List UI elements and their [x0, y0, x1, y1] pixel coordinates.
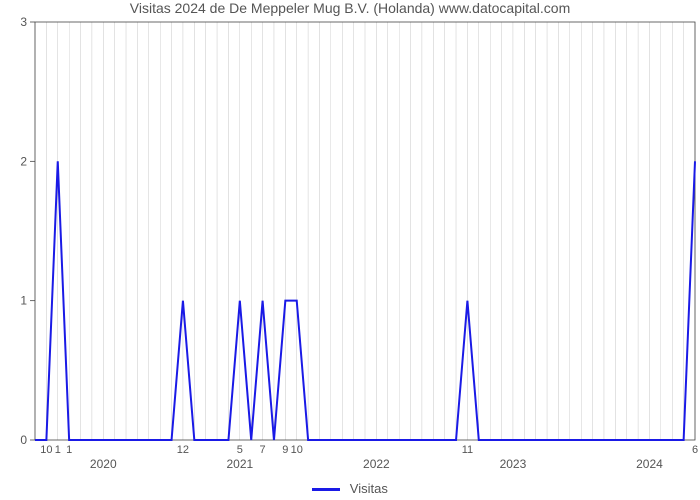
x-year-label: 2023	[500, 457, 527, 471]
chart-title: Visitas 2024 de De Meppeler Mug B.V. (Ho…	[0, 0, 700, 16]
x-point-label: 10	[291, 444, 303, 456]
x-point-label: 1	[66, 444, 72, 456]
x-point-label: 7	[260, 444, 266, 456]
x-year-label: 2020	[90, 457, 117, 471]
visits-line-chart: Visitas 2024 de De Meppeler Mug B.V. (Ho…	[0, 0, 700, 500]
y-tick-label: 0	[20, 433, 27, 447]
legend-label: Visitas	[350, 481, 388, 496]
x-point-label: 6	[692, 444, 698, 456]
x-year-label: 2024	[636, 457, 663, 471]
chart-plot-area: 01232020202120222023202410111257910116	[0, 0, 700, 500]
x-point-label: 12	[177, 444, 189, 456]
x-point-label: 1	[55, 444, 61, 456]
x-point-label: 11	[462, 444, 473, 456]
x-point-label: 5	[237, 444, 243, 456]
y-tick-label: 2	[20, 154, 27, 168]
x-year-label: 2022	[363, 457, 390, 471]
x-year-label: 2021	[226, 457, 253, 471]
y-tick-label: 1	[20, 294, 27, 308]
y-tick-label: 3	[20, 15, 27, 29]
legend-swatch	[312, 488, 340, 491]
chart-legend: Visitas	[0, 481, 700, 496]
x-point-label: 9	[282, 444, 288, 456]
x-point-label: 10	[40, 444, 52, 456]
